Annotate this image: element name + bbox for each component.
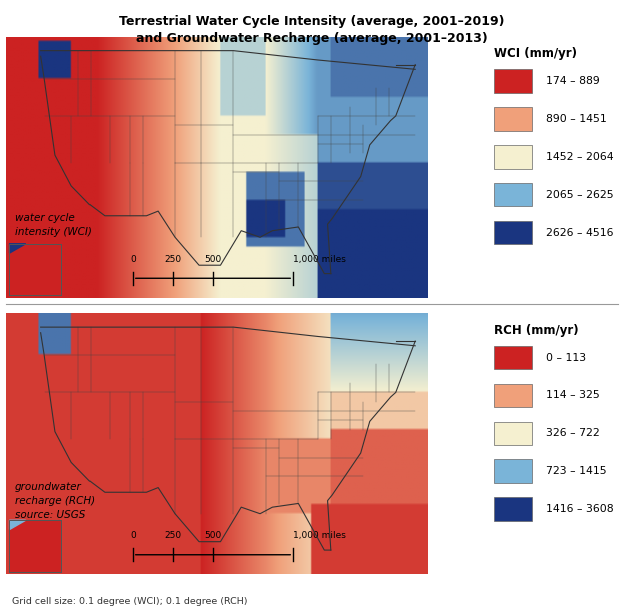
Bar [9, 244, 61, 295]
Text: 326 – 722: 326 – 722 [546, 428, 600, 438]
Text: 500: 500 [205, 532, 222, 540]
Text: 723 – 1415: 723 – 1415 [546, 466, 607, 476]
FancyBboxPatch shape [494, 346, 532, 369]
Text: 0 – 113: 0 – 113 [546, 353, 586, 362]
Text: RCH (mm/yr): RCH (mm/yr) [494, 324, 579, 337]
Bar [9, 520, 61, 571]
FancyBboxPatch shape [494, 145, 532, 169]
FancyBboxPatch shape [494, 221, 532, 244]
Text: groundwater
recharge (RCH)
source: USGS: groundwater recharge (RCH) source: USGS [15, 482, 95, 520]
Text: 250: 250 [164, 255, 182, 264]
Text: 890 – 1451: 890 – 1451 [546, 114, 607, 124]
Text: Terrestrial Water Cycle Intensity (average, 2001–2019)
and Groundwater Recharge : Terrestrial Water Cycle Intensity (avera… [119, 15, 505, 45]
Polygon shape [9, 244, 26, 253]
FancyBboxPatch shape [494, 69, 532, 93]
FancyBboxPatch shape [494, 107, 532, 131]
Bar [9, 520, 61, 571]
FancyBboxPatch shape [494, 422, 532, 445]
Text: 1,000 miles: 1,000 miles [293, 255, 346, 264]
Text: Grid cell size: 0.1 degree (WCI); 0.1 degree (RCH): Grid cell size: 0.1 degree (WCI); 0.1 de… [12, 597, 248, 606]
Text: WCI (mm/yr): WCI (mm/yr) [494, 47, 577, 60]
Text: 2626 – 4516: 2626 – 4516 [546, 227, 613, 238]
FancyBboxPatch shape [494, 459, 532, 483]
Text: 1416 – 3608: 1416 – 3608 [546, 504, 613, 514]
FancyBboxPatch shape [494, 384, 532, 407]
Text: 250: 250 [164, 532, 182, 540]
Text: 0: 0 [130, 255, 135, 264]
Text: water cycle
intensity (WCI): water cycle intensity (WCI) [15, 213, 92, 236]
Text: 500: 500 [205, 255, 222, 264]
Text: 114 – 325: 114 – 325 [546, 390, 600, 400]
Polygon shape [9, 520, 26, 530]
Text: 0: 0 [130, 532, 135, 540]
Text: 174 – 889: 174 – 889 [546, 76, 600, 86]
FancyBboxPatch shape [494, 497, 532, 521]
Text: 2065 – 2625: 2065 – 2625 [546, 189, 613, 200]
Bar [9, 244, 61, 295]
Text: 1452 – 2064: 1452 – 2064 [546, 152, 613, 162]
FancyBboxPatch shape [494, 183, 532, 207]
Text: 1,000 miles: 1,000 miles [293, 532, 346, 540]
